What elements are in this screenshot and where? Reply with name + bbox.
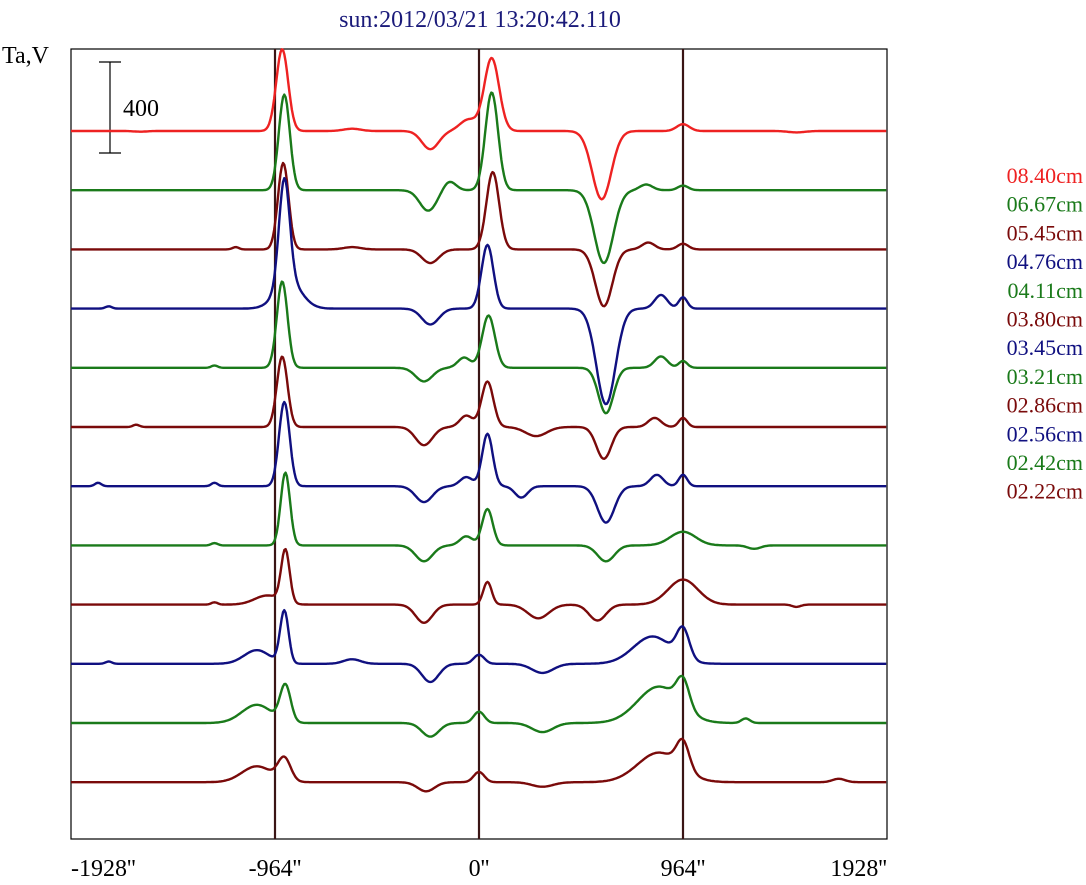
x-tick-label: 1928'' xyxy=(830,856,887,882)
x-tick-label: -1928'' xyxy=(71,856,136,882)
legend-entry: 03.21cm xyxy=(1007,364,1083,389)
series-line-02.22cm xyxy=(71,737,887,793)
legend-entry: 02.86cm xyxy=(1007,393,1083,418)
legend-entry: 03.80cm xyxy=(1007,307,1083,332)
series-line-02.42cm xyxy=(71,674,887,738)
series-line-02.56cm xyxy=(71,609,887,684)
scale-bar-label: 400 xyxy=(123,96,159,122)
x-tick-label: 964'' xyxy=(661,856,706,882)
legend-entry: 02.42cm xyxy=(1007,450,1083,475)
legend-entry: 06.67cm xyxy=(1007,192,1083,217)
legend-entry: 03.45cm xyxy=(1007,335,1083,360)
series-line-03.80cm xyxy=(71,355,887,460)
x-tick-labels: -1928'' -964'' 0'' 964'' 1928'' xyxy=(71,856,887,882)
legend-entry: 04.76cm xyxy=(1007,249,1083,274)
legend-entry: 08.40cm xyxy=(1007,163,1083,188)
series-line-04.76cm xyxy=(71,176,887,406)
legend-entry: 02.56cm xyxy=(1007,421,1083,446)
x-tick-label: 0'' xyxy=(469,856,490,882)
legend: 08.40cm 06.67cm 05.45cm 04.76cm 04.11cm 03.80… xyxy=(1007,163,1083,504)
legend-entry: 02.22cm xyxy=(1007,479,1083,504)
series-line-03.45cm xyxy=(71,400,887,524)
series-line-02.86cm xyxy=(71,547,887,624)
series-line-08.40cm xyxy=(71,48,887,201)
vertical-guide-lines xyxy=(273,49,685,839)
series-line-03.21cm xyxy=(71,471,887,563)
series-line-04.11cm xyxy=(71,280,887,415)
series-line-05.45cm xyxy=(71,161,887,308)
y-axis-label: Ta,V xyxy=(2,43,50,69)
legend-entry: 04.11cm xyxy=(1007,278,1083,303)
series-lines xyxy=(71,48,887,793)
scale-bar: 400 xyxy=(99,61,159,154)
chart-title: sun:2012/03/21 13:20:42.110 xyxy=(339,7,621,33)
series-line-06.67cm xyxy=(71,91,887,265)
legend-entry: 05.45cm xyxy=(1007,220,1083,245)
x-tick-label: -964'' xyxy=(249,856,302,882)
